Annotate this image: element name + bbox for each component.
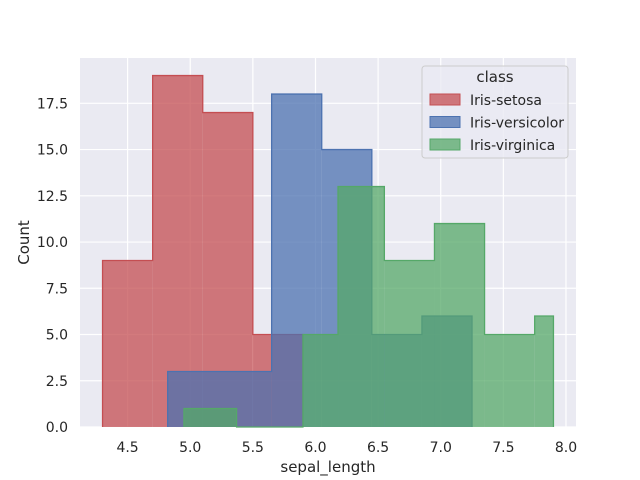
legend-box <box>421 65 569 159</box>
legend-swatch <box>429 116 461 128</box>
legend-label: Iris-versicolor <box>470 116 564 132</box>
x-tick-label: 4.5 <box>116 440 138 456</box>
x-tick-label: 5.0 <box>179 440 201 456</box>
legend-title: class <box>476 68 513 86</box>
x-tick-label: 8.0 <box>555 440 577 456</box>
series-iris-virginica <box>183 185 555 428</box>
y-tick-label: 5.0 <box>46 328 68 344</box>
histogram-bar <box>302 334 339 427</box>
x-tick-label: 7.5 <box>492 440 514 456</box>
x-axis-ticks: 4.5 5.0 5.5 6.0 6.5 7.0 7.5 8.0 <box>116 440 577 456</box>
x-axis-label: sepal_length <box>280 458 375 477</box>
histogram-bar <box>534 316 554 427</box>
legend-swatch <box>429 138 461 151</box>
legend-swatch <box>429 93 461 106</box>
y-tick-label: 10.0 <box>37 235 68 251</box>
histogram-bar <box>434 223 485 427</box>
y-tick-label: 0.0 <box>46 420 68 436</box>
series-outline <box>183 185 555 428</box>
y-axis-label: Count <box>15 220 33 265</box>
x-tick-label: 6.0 <box>304 440 326 456</box>
y-tick-label: 15.0 <box>37 143 68 159</box>
legend: class Iris-setosa Iris-versicolor Iris-vir… <box>421 65 569 159</box>
legend-label: Iris-virginica <box>470 138 555 154</box>
histogram-bar <box>102 260 153 427</box>
histogram-bar <box>183 408 237 427</box>
histogram-bar <box>384 260 435 427</box>
y-tick-label: 2.5 <box>46 374 68 390</box>
legend-label: Iris-setosa <box>470 93 542 109</box>
histogram-bar <box>152 75 203 428</box>
y-tick-label: 17.5 <box>37 96 68 112</box>
x-tick-label: 5.5 <box>242 440 264 456</box>
histogram-bar <box>338 186 385 427</box>
x-tick-label: 6.5 <box>367 440 389 456</box>
x-tick-label: 7.0 <box>430 440 452 456</box>
y-tick-label: 7.5 <box>46 281 68 297</box>
histogram-bar <box>484 334 535 427</box>
histogram-bars <box>101 74 555 428</box>
y-tick-label: 12.5 <box>37 189 68 205</box>
y-axis-ticks: 0.0 2.5 5.0 7.5 10.0 12.5 15.0 17.5 <box>37 96 68 436</box>
